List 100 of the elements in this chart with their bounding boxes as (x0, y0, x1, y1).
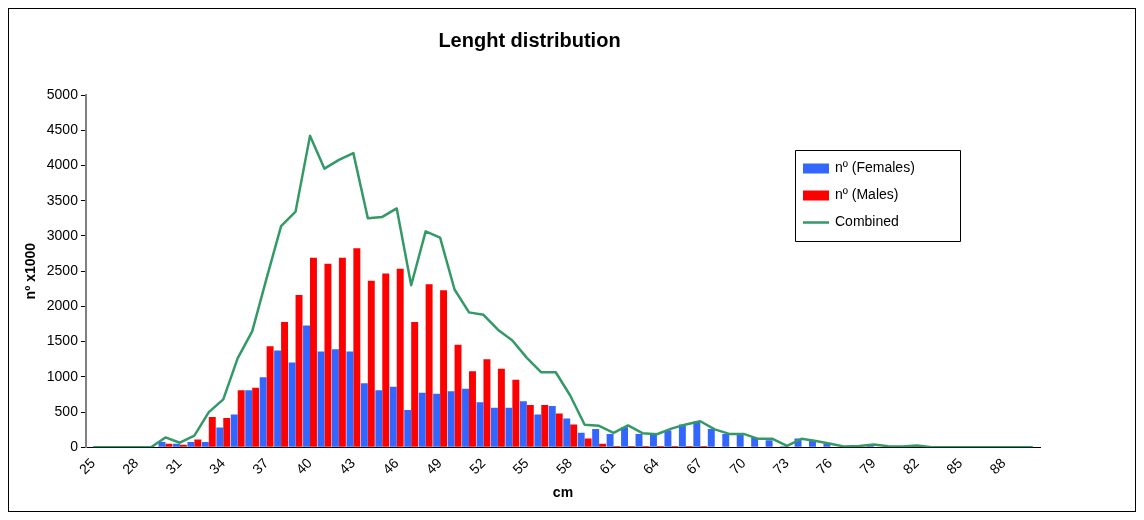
bar (194, 439, 202, 447)
x-tick-label: 25 (75, 454, 99, 478)
x-tick-label: 79 (856, 454, 879, 478)
bar (765, 440, 773, 447)
x-tick-label: 82 (899, 454, 923, 478)
bar (577, 432, 585, 447)
y-tick-label: 2000 (46, 297, 79, 314)
y-tick-label: 4000 (46, 156, 79, 173)
bar (563, 418, 571, 447)
y-tick-label: 1000 (46, 367, 79, 384)
bar (490, 407, 498, 447)
bar (425, 284, 433, 447)
bar (411, 321, 419, 447)
bar (165, 443, 173, 447)
legend-label: Combined (835, 213, 899, 230)
bar (396, 268, 404, 447)
bar (418, 392, 426, 447)
bar (722, 433, 730, 447)
bar (353, 248, 361, 447)
bar (281, 321, 289, 447)
x-tick-label: 67 (682, 454, 706, 478)
x-tick-label: 73 (769, 454, 793, 478)
bar (404, 409, 412, 447)
y-tick-label: 2500 (46, 262, 79, 279)
bar (693, 421, 701, 447)
x-axis-title: cm (552, 484, 574, 501)
bar (303, 325, 310, 447)
bar (201, 442, 209, 447)
bar (223, 418, 231, 447)
y-tick-label: 5000 (46, 85, 79, 102)
bar (288, 362, 296, 447)
bar (519, 401, 527, 447)
bar (534, 414, 542, 447)
bar (736, 434, 744, 447)
x-tick-label: 31 (162, 454, 185, 478)
x-tick-label: 49 (422, 454, 446, 478)
x-tick-label: 58 (552, 454, 576, 478)
bar (346, 351, 354, 447)
y-tick-label: 3500 (46, 191, 79, 208)
bar (230, 414, 238, 447)
x-tick-label: 43 (335, 454, 359, 478)
x-tick-label: 28 (119, 454, 142, 478)
bar (707, 428, 715, 447)
y-tick-label: 1500 (46, 332, 79, 349)
y-tick-label: 3000 (46, 226, 79, 243)
x-tick-label: 34 (205, 454, 229, 478)
bar (216, 427, 224, 447)
bar (548, 406, 556, 447)
bar (664, 430, 672, 447)
x-tick-label: 52 (465, 454, 489, 478)
bar (208, 417, 216, 447)
bar (360, 383, 368, 447)
x-tick-label: 61 (596, 454, 619, 478)
bar (389, 386, 397, 447)
bar (512, 379, 520, 447)
bar (245, 390, 253, 447)
bar (592, 428, 600, 447)
bar (367, 280, 375, 447)
x-tick-label: 88 (986, 454, 1009, 478)
bar (649, 434, 657, 447)
bar (606, 433, 614, 447)
bar (599, 443, 607, 447)
bar (505, 407, 513, 447)
bar (541, 405, 549, 447)
y-tick-label: 4500 (46, 121, 79, 138)
x-tick-label: 64 (639, 454, 662, 478)
bar (338, 257, 346, 447)
x-tick-label: 55 (509, 454, 532, 478)
x-tick-label: 40 (292, 454, 315, 478)
chart-title: Lenght distribution (438, 28, 621, 51)
bar (375, 390, 383, 447)
bar (621, 427, 629, 447)
bar (274, 350, 282, 447)
legend-label: nº (Males) (835, 186, 899, 203)
bar (310, 257, 317, 447)
y-tick-label: 500 (54, 402, 79, 419)
bar (172, 443, 180, 447)
legend-label: nº (Females) (835, 159, 915, 176)
x-tick-label: 70 (726, 454, 749, 478)
bar (266, 346, 274, 447)
bar (570, 424, 578, 447)
x-tick-label: 85 (943, 454, 966, 478)
bar (187, 442, 195, 447)
bar (555, 413, 563, 447)
y-axis-title: nº x1000 (22, 242, 39, 300)
bar (331, 349, 339, 447)
bar (433, 393, 441, 447)
bar (497, 368, 505, 447)
bar (252, 387, 260, 447)
x-tick-label: 46 (379, 454, 402, 478)
y-tick-label: 0 (70, 438, 79, 455)
bar (526, 405, 534, 447)
bar (483, 359, 491, 447)
bar (259, 377, 267, 447)
x-tick-label: 76 (812, 454, 836, 478)
bar (382, 273, 390, 447)
x-tick-label: 37 (249, 454, 272, 478)
bar (324, 263, 332, 447)
bar (469, 371, 476, 447)
bar (447, 391, 455, 447)
